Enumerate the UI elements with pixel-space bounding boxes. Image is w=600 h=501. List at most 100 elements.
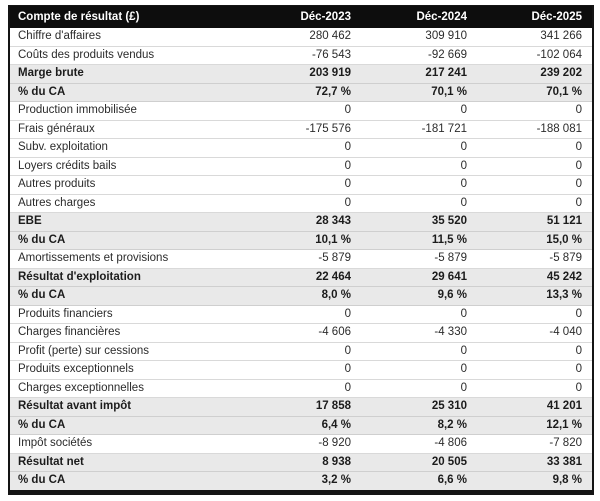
table-row: Coûts des produits vendus -76 543 -92 669-… — [9, 46, 593, 65]
table-row: Autres produits 0 0 0 — [9, 175, 593, 195]
row-label: Charges financières — [9, 323, 245, 343]
row-value: 35 520 — [361, 212, 477, 232]
row-value: 0 — [245, 175, 361, 195]
row-label: Subv. exploitation — [9, 138, 245, 158]
row-value: 0 — [361, 157, 477, 176]
table-row: Chiffre d'affaires 280 462 309 910 341 266 — [9, 28, 593, 47]
column-header-dec-2024: Déc-2024 — [361, 5, 477, 28]
row-label: % du CA — [9, 286, 245, 306]
row-value: 0 — [361, 379, 477, 398]
row-value: -4 606 — [245, 323, 361, 343]
row-value: -181 721 — [361, 120, 477, 139]
row-label: Produits exceptionnels — [9, 360, 245, 380]
row-value: 29 641 — [361, 268, 477, 287]
row-value: 51 121 — [477, 212, 593, 232]
row-value: 309 910 — [361, 28, 477, 47]
row-value: 0 — [477, 101, 593, 121]
row-value: 70,1 % — [477, 83, 593, 102]
table-header: Compte de résultat (£) Déc-2023 Déc-2024… — [9, 5, 593, 28]
row-label: Résultat avant impôt — [9, 397, 245, 417]
row-value: 0 — [245, 360, 361, 380]
row-value: -102 064 — [477, 46, 593, 65]
header-row: Compte de résultat (£) Déc-2023 Déc-2024… — [9, 5, 593, 28]
table-row: Charges financières -4 606 -4 330 -4 040 — [9, 323, 593, 343]
row-label: Coûts des produits vendus — [9, 46, 245, 65]
row-value: -76 543 — [245, 46, 361, 65]
row-value: 41 201 — [477, 397, 593, 417]
row-value: 0 — [245, 138, 361, 158]
table-row: Produits financiers 0 0 0 — [9, 305, 593, 324]
row-value: -7 820 — [477, 434, 593, 454]
row-value: 341 266 — [477, 28, 593, 47]
row-value: 25 310 — [361, 397, 477, 417]
row-value: 217 241 — [361, 64, 477, 84]
row-label: Autres charges — [9, 194, 245, 213]
row-value: 12,1 % — [477, 416, 593, 435]
row-value: -8 920 — [245, 434, 361, 454]
row-value: 8,0 % — [245, 286, 361, 306]
row-label: Profit (perte) sur cessions — [9, 342, 245, 361]
row-value: 17 858 — [245, 397, 361, 417]
table-row: Autres charges 0 0 0 — [9, 194, 593, 213]
row-value: -92 669 — [361, 46, 477, 65]
row-label: Amortissements et provisions — [9, 249, 245, 269]
row-value: 0 — [477, 138, 593, 158]
table-row: Loyers crédits bails 0 0 0 — [9, 157, 593, 176]
row-label: % du CA — [9, 471, 245, 493]
row-label: % du CA — [9, 416, 245, 435]
column-header-dec-2025: Déc-2025 — [477, 5, 593, 28]
row-value: 0 — [477, 360, 593, 380]
row-value: 6,6 % — [361, 471, 477, 493]
row-label: Autres produits — [9, 175, 245, 195]
row-value: -5 879 — [477, 249, 593, 269]
table-row: Amortissements et provisions -5 879 -5 879… — [9, 249, 593, 269]
table-row: Résultat d'exploitation 22 464 29 641 45 24… — [9, 268, 593, 287]
row-value: 11,5 % — [361, 231, 477, 250]
row-value: 0 — [245, 305, 361, 324]
table-body: Chiffre d'affaires 280 462 309 910 341 266 C… — [9, 28, 593, 493]
row-label: Chiffre d'affaires — [9, 28, 245, 47]
row-value: 0 — [245, 342, 361, 361]
row-value: 15,0 % — [477, 231, 593, 250]
row-value: 0 — [361, 175, 477, 195]
row-value: 45 242 — [477, 268, 593, 287]
row-value: 8 938 — [245, 453, 361, 472]
table-row: Impôt sociétés -8 920 -4 806 -7 820 — [9, 434, 593, 454]
row-value: 0 — [361, 305, 477, 324]
row-value: -4 330 — [361, 323, 477, 343]
table-row: Résultat net 8 938 20 505 33 381 — [9, 453, 593, 472]
table-row: Production immobilisée 0 0 0 — [9, 101, 593, 121]
row-value: 72,7 % — [245, 83, 361, 102]
row-value: 0 — [245, 101, 361, 121]
row-value: -175 576 — [245, 120, 361, 139]
table-row: Charges exceptionnelles 0 0 0 — [9, 379, 593, 398]
row-label: EBE — [9, 212, 245, 232]
table-row: % du CA 10,1 % 11,5 % 15,0 % — [9, 231, 593, 250]
table-row: Résultat avant impôt 17 858 25 310 41 201 — [9, 397, 593, 417]
table-row: Marge brute 203 919 217 241 239 202 — [9, 64, 593, 84]
table-row: % du CA 6,4 % 8,2 % 12,1 % — [9, 416, 593, 435]
table-row: % du CA 8,0 % 9,6 % 13,3 % — [9, 286, 593, 306]
row-value: 0 — [361, 342, 477, 361]
table-row: EBE 28 343 35 520 51 121 — [9, 212, 593, 232]
row-value: 203 919 — [245, 64, 361, 84]
row-label: Résultat net — [9, 453, 245, 472]
row-value: 239 202 — [477, 64, 593, 84]
table-row: Frais généraux -175 576 -181 721 -188 081 — [9, 120, 593, 139]
row-label: Charges exceptionnelles — [9, 379, 245, 398]
row-label: Frais généraux — [9, 120, 245, 139]
row-value: 0 — [361, 360, 477, 380]
row-value: -188 081 — [477, 120, 593, 139]
row-value: 33 381 — [477, 453, 593, 472]
row-label: Impôt sociétés — [9, 434, 245, 454]
row-value: 70,1 % — [361, 83, 477, 102]
row-value: 0 — [361, 194, 477, 213]
row-value: 20 505 — [361, 453, 477, 472]
row-value: 0 — [245, 157, 361, 176]
row-label: Résultat d'exploitation — [9, 268, 245, 287]
table-row: Produits exceptionnels 0 0 0 — [9, 360, 593, 380]
table-row: % du CA 3,2 % 6,6 % 9,8 % — [9, 471, 593, 493]
row-value: 9,6 % — [361, 286, 477, 306]
column-header-dec-2023: Déc-2023 — [245, 5, 361, 28]
